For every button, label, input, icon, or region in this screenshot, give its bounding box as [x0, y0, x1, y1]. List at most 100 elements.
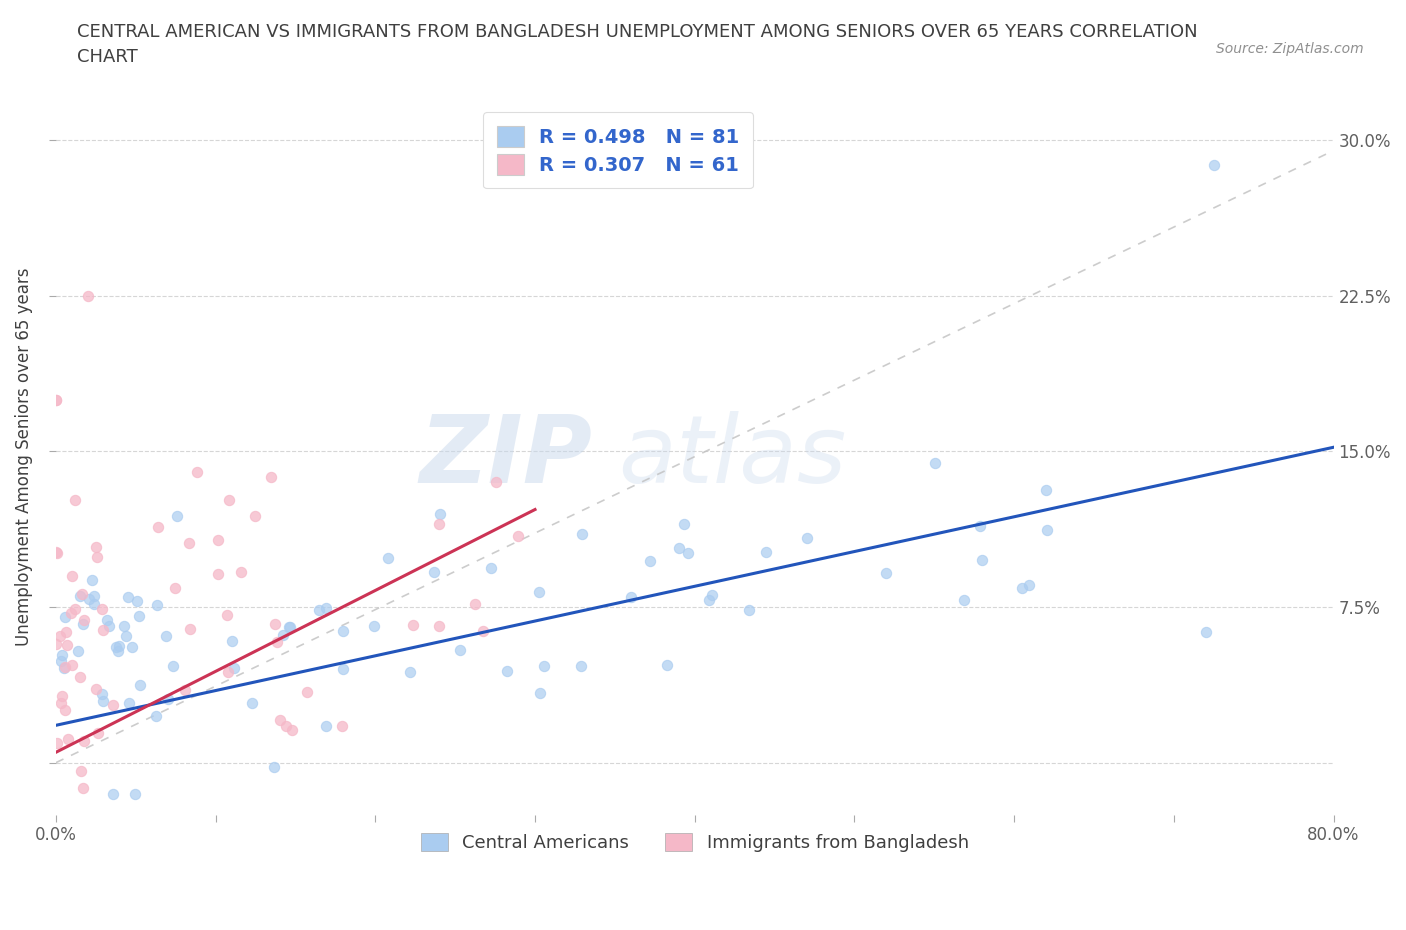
Point: [101, 698, 124, 712]
Point: [427, 516, 450, 531]
Point: [875, 565, 897, 580]
Point: [427, 618, 450, 633]
Point: [218, 493, 240, 508]
Point: [52, 660, 75, 675]
Point: [60, 568, 83, 583]
Point: [569, 658, 592, 673]
Point: [1036, 523, 1059, 538]
Point: [277, 620, 299, 635]
Point: [163, 580, 186, 595]
Point: [263, 617, 285, 631]
Point: [755, 545, 778, 560]
Point: [263, 759, 285, 774]
Point: [529, 685, 551, 700]
Point: [217, 665, 239, 680]
Point: [155, 629, 177, 644]
Point: [83, 597, 105, 612]
Point: [269, 712, 291, 727]
Point: [464, 597, 486, 612]
Point: [924, 456, 946, 471]
Point: [399, 664, 422, 679]
Point: [260, 470, 283, 485]
Point: [53, 609, 76, 624]
Point: [363, 618, 385, 633]
Point: [297, 684, 319, 699]
Point: [479, 561, 502, 576]
Point: [112, 618, 135, 633]
Point: [128, 608, 150, 623]
Point: [276, 719, 298, 734]
Point: [697, 592, 720, 607]
Point: [243, 509, 266, 524]
Point: [738, 603, 761, 618]
Point: [55, 624, 77, 639]
Point: [700, 588, 723, 603]
Text: Source: ZipAtlas.com: Source: ZipAtlas.com: [1216, 42, 1364, 56]
Point: [676, 546, 699, 561]
Point: [90, 602, 112, 617]
Point: [83, 588, 105, 603]
Point: [330, 718, 353, 733]
Point: [115, 629, 138, 644]
Point: [45, 546, 67, 561]
Point: [495, 664, 517, 679]
Point: [70, 764, 93, 778]
Point: [796, 530, 818, 545]
Point: [69, 670, 91, 684]
Point: [308, 603, 330, 618]
Point: [45, 392, 67, 407]
Point: [174, 683, 197, 698]
Point: [207, 533, 229, 548]
Point: [166, 509, 188, 524]
Point: [128, 677, 150, 692]
Point: [80, 573, 103, 588]
Point: [87, 725, 110, 740]
Point: [145, 709, 167, 724]
Point: [45, 545, 67, 560]
Point: [107, 644, 129, 658]
Point: [118, 696, 141, 711]
Point: [53, 702, 76, 717]
Point: [969, 518, 991, 533]
Point: [529, 584, 551, 599]
Point: [156, 692, 179, 707]
Text: CENTRAL AMERICAN VS IMMIGRANTS FROM BANGLADESH UNEMPLOYMENT AMONG SENIORS OVER 6: CENTRAL AMERICAN VS IMMIGRANTS FROM BANG…: [77, 23, 1198, 66]
Point: [423, 565, 446, 579]
Point: [315, 601, 337, 616]
Point: [63, 493, 86, 508]
Point: [91, 623, 114, 638]
Point: [472, 623, 495, 638]
Text: atlas: atlas: [619, 411, 846, 502]
Point: [66, 644, 89, 658]
Point: [533, 658, 555, 673]
Point: [953, 592, 976, 607]
Point: [65, 602, 87, 617]
Point: [59, 605, 82, 620]
Point: [90, 686, 112, 701]
Point: [332, 624, 354, 639]
Point: [672, 516, 695, 531]
Point: [145, 597, 167, 612]
Point: [108, 639, 131, 654]
Point: [77, 591, 100, 606]
Point: [84, 682, 107, 697]
Point: [45, 636, 67, 651]
Point: [53, 660, 76, 675]
Point: [91, 694, 114, 709]
Point: [69, 589, 91, 604]
Point: [485, 474, 508, 489]
Point: [72, 617, 94, 631]
Point: [72, 780, 94, 795]
Point: [146, 520, 169, 535]
Point: [668, 541, 690, 556]
Point: [638, 553, 661, 568]
Point: [1035, 482, 1057, 497]
Point: [58, 732, 80, 747]
Point: [620, 590, 643, 604]
Point: [105, 640, 128, 655]
Point: [103, 787, 125, 802]
Point: [70, 587, 93, 602]
Text: ZIP: ZIP: [419, 411, 592, 502]
Point: [45, 392, 67, 407]
Point: [127, 594, 149, 609]
